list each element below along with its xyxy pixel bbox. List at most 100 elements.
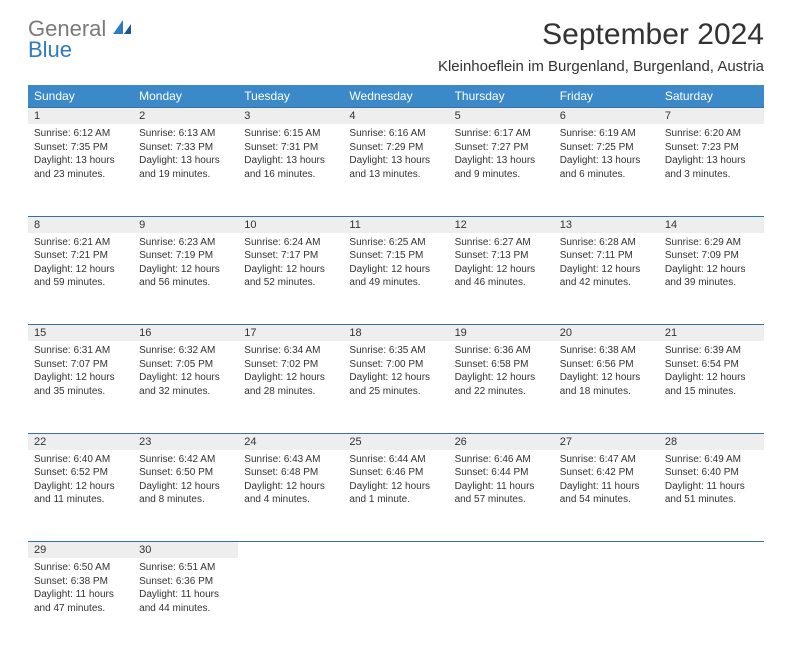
day-content-cell: Sunrise: 6:35 AMSunset: 7:00 PMDaylight:… (343, 341, 448, 433)
sunrise-text: Sunrise: 6:42 AM (139, 453, 232, 467)
daylight-text: Daylight: 12 hours and 18 minutes. (560, 371, 653, 398)
logo: General Blue (28, 18, 133, 61)
day-number-cell (449, 542, 554, 559)
daylight-text: Daylight: 12 hours and 49 minutes. (349, 263, 442, 290)
daylight-text: Daylight: 11 hours and 44 minutes. (139, 588, 232, 615)
day-number-cell: 2 (133, 108, 238, 125)
day-content-cell: Sunrise: 6:20 AMSunset: 7:23 PMDaylight:… (659, 124, 764, 216)
daylight-text: Daylight: 12 hours and 28 minutes. (244, 371, 337, 398)
sunset-text: Sunset: 7:23 PM (665, 141, 758, 155)
sunset-text: Sunset: 6:44 PM (455, 466, 548, 480)
sunrise-text: Sunrise: 6:46 AM (455, 453, 548, 467)
day-content-cell: Sunrise: 6:46 AMSunset: 6:44 PMDaylight:… (449, 450, 554, 542)
day-content-cell: Sunrise: 6:43 AMSunset: 6:48 PMDaylight:… (238, 450, 343, 542)
daylight-text: Daylight: 13 hours and 23 minutes. (34, 154, 127, 181)
sunset-text: Sunset: 6:52 PM (34, 466, 127, 480)
sunrise-text: Sunrise: 6:31 AM (34, 344, 127, 358)
day-content-row: Sunrise: 6:40 AMSunset: 6:52 PMDaylight:… (28, 450, 764, 542)
daylight-text: Daylight: 13 hours and 16 minutes. (244, 154, 337, 181)
weekday-header-row: Sunday Monday Tuesday Wednesday Thursday… (28, 85, 764, 108)
day-content-cell (238, 558, 343, 650)
sunset-text: Sunset: 7:21 PM (34, 249, 127, 263)
sunrise-text: Sunrise: 6:28 AM (560, 236, 653, 250)
day-number-cell: 13 (554, 216, 659, 233)
day-content-cell: Sunrise: 6:17 AMSunset: 7:27 PMDaylight:… (449, 124, 554, 216)
daylight-text: Daylight: 13 hours and 13 minutes. (349, 154, 442, 181)
header: General Blue September 2024 Kleinhoeflei… (28, 18, 764, 75)
sunrise-text: Sunrise: 6:27 AM (455, 236, 548, 250)
sunrise-text: Sunrise: 6:32 AM (139, 344, 232, 358)
sunset-text: Sunset: 6:48 PM (244, 466, 337, 480)
daylight-text: Daylight: 12 hours and 56 minutes. (139, 263, 232, 290)
sunset-text: Sunset: 7:15 PM (349, 249, 442, 263)
day-number-cell: 22 (28, 433, 133, 450)
month-title: September 2024 (438, 18, 764, 52)
sunrise-text: Sunrise: 6:43 AM (244, 453, 337, 467)
sunset-text: Sunset: 6:42 PM (560, 466, 653, 480)
sunset-text: Sunset: 7:17 PM (244, 249, 337, 263)
day-content-cell: Sunrise: 6:31 AMSunset: 7:07 PMDaylight:… (28, 341, 133, 433)
day-content-cell: Sunrise: 6:47 AMSunset: 6:42 PMDaylight:… (554, 450, 659, 542)
daylight-text: Daylight: 12 hours and 25 minutes. (349, 371, 442, 398)
day-number-row: 2930 (28, 542, 764, 559)
day-number-cell: 19 (449, 325, 554, 342)
weekday-header: Saturday (659, 85, 764, 108)
sunrise-text: Sunrise: 6:13 AM (139, 127, 232, 141)
sunrise-text: Sunrise: 6:20 AM (665, 127, 758, 141)
sunrise-text: Sunrise: 6:19 AM (560, 127, 653, 141)
day-content-cell: Sunrise: 6:39 AMSunset: 6:54 PMDaylight:… (659, 341, 764, 433)
sunrise-text: Sunrise: 6:39 AM (665, 344, 758, 358)
day-number-cell: 5 (449, 108, 554, 125)
day-number-cell: 25 (343, 433, 448, 450)
sunset-text: Sunset: 6:54 PM (665, 358, 758, 372)
weekday-header: Monday (133, 85, 238, 108)
day-number-cell: 6 (554, 108, 659, 125)
daylight-text: Daylight: 13 hours and 9 minutes. (455, 154, 548, 181)
daylight-text: Daylight: 12 hours and 46 minutes. (455, 263, 548, 290)
sunset-text: Sunset: 6:46 PM (349, 466, 442, 480)
daylight-text: Daylight: 12 hours and 11 minutes. (34, 480, 127, 507)
sunset-text: Sunset: 6:40 PM (665, 466, 758, 480)
day-content-cell: Sunrise: 6:24 AMSunset: 7:17 PMDaylight:… (238, 233, 343, 325)
title-block: September 2024 Kleinhoeflein im Burgenla… (438, 18, 764, 75)
day-number-cell: 4 (343, 108, 448, 125)
day-number-cell: 20 (554, 325, 659, 342)
day-number-cell: 26 (449, 433, 554, 450)
daylight-text: Daylight: 12 hours and 4 minutes. (244, 480, 337, 507)
daylight-text: Daylight: 12 hours and 52 minutes. (244, 263, 337, 290)
day-content-cell: Sunrise: 6:16 AMSunset: 7:29 PMDaylight:… (343, 124, 448, 216)
weekday-header: Wednesday (343, 85, 448, 108)
sunrise-text: Sunrise: 6:51 AM (139, 561, 232, 575)
day-number-cell: 17 (238, 325, 343, 342)
day-content-cell: Sunrise: 6:28 AMSunset: 7:11 PMDaylight:… (554, 233, 659, 325)
sunset-text: Sunset: 7:35 PM (34, 141, 127, 155)
daylight-text: Daylight: 12 hours and 39 minutes. (665, 263, 758, 290)
day-number-cell: 27 (554, 433, 659, 450)
sunrise-text: Sunrise: 6:47 AM (560, 453, 653, 467)
daylight-text: Daylight: 11 hours and 51 minutes. (665, 480, 758, 507)
day-content-cell: Sunrise: 6:15 AMSunset: 7:31 PMDaylight:… (238, 124, 343, 216)
sunrise-text: Sunrise: 6:23 AM (139, 236, 232, 250)
daylight-text: Daylight: 12 hours and 42 minutes. (560, 263, 653, 290)
day-content-cell: Sunrise: 6:12 AMSunset: 7:35 PMDaylight:… (28, 124, 133, 216)
sunset-text: Sunset: 7:19 PM (139, 249, 232, 263)
day-number-row: 1234567 (28, 108, 764, 125)
weekday-header: Friday (554, 85, 659, 108)
day-content-row: Sunrise: 6:12 AMSunset: 7:35 PMDaylight:… (28, 124, 764, 216)
daylight-text: Daylight: 12 hours and 59 minutes. (34, 263, 127, 290)
sunset-text: Sunset: 7:11 PM (560, 249, 653, 263)
calendar-table: Sunday Monday Tuesday Wednesday Thursday… (28, 85, 764, 650)
daylight-text: Daylight: 12 hours and 22 minutes. (455, 371, 548, 398)
sunrise-text: Sunrise: 6:21 AM (34, 236, 127, 250)
logo-text-blue: Blue (28, 39, 133, 61)
day-content-cell: Sunrise: 6:42 AMSunset: 6:50 PMDaylight:… (133, 450, 238, 542)
sunrise-text: Sunrise: 6:24 AM (244, 236, 337, 250)
sunrise-text: Sunrise: 6:25 AM (349, 236, 442, 250)
sunset-text: Sunset: 6:56 PM (560, 358, 653, 372)
day-content-cell: Sunrise: 6:23 AMSunset: 7:19 PMDaylight:… (133, 233, 238, 325)
sunrise-text: Sunrise: 6:50 AM (34, 561, 127, 575)
day-content-row: Sunrise: 6:31 AMSunset: 7:07 PMDaylight:… (28, 341, 764, 433)
sunset-text: Sunset: 7:02 PM (244, 358, 337, 372)
day-content-cell: Sunrise: 6:51 AMSunset: 6:36 PMDaylight:… (133, 558, 238, 650)
day-number-row: 22232425262728 (28, 433, 764, 450)
